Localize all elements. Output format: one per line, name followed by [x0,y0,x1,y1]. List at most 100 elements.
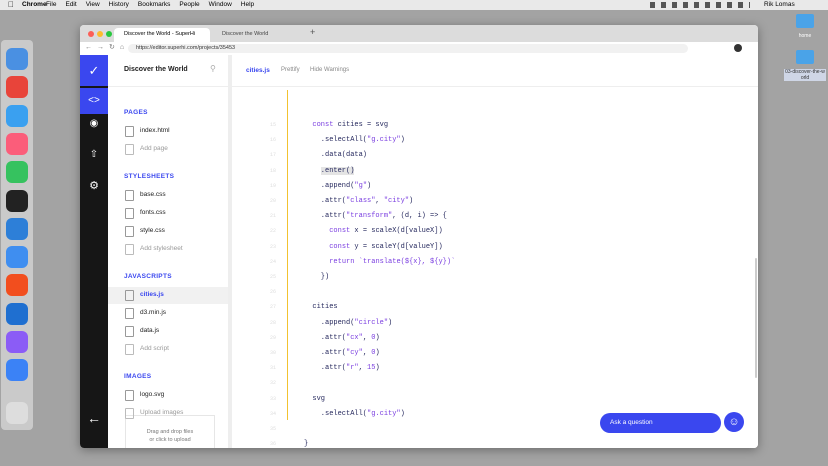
line-number: 25 [270,274,277,280]
ask-button[interactable]: Ask a question [600,413,721,433]
line-number: 27 [270,304,277,311]
line-number: 15 [270,122,277,128]
file-name[interactable]: logo.svg [140,391,165,398]
line-number: 36 [270,441,277,448]
code-tab[interactable]: <> [80,88,108,114]
line-number: 16 [270,137,277,144]
chat-button[interactable]: ☺ [724,412,744,432]
project-title: Discover the World [124,66,188,73]
add-icon [125,408,134,419]
section-title: JAVASCRIPTS [124,273,172,280]
code-line: .append("circle") [304,318,393,327]
file-name[interactable]: data.js [140,327,160,334]
code-line: const cities = svg [312,121,389,129]
gutter-marker [287,90,288,420]
new-tab[interactable]: + [310,27,316,37]
code-line: .attr("class", "city") [304,197,414,205]
editor: cities.js Prettify Hide Warnings Ask a q… [232,55,758,448]
dock-icon[interactable] [6,302,28,325]
menu-item[interactable]: View [85,1,100,8]
line-number: 32 [270,380,277,387]
prettify[interactable]: Prettify [281,67,300,73]
share-tab[interactable]: ⇧ [89,149,99,160]
line-number: 33 [270,395,277,402]
file-name[interactable]: index.html [140,127,170,134]
folder-icon[interactable] [796,14,814,28]
tab[interactable]: Discover the World [222,31,269,37]
dropzone-text: or click to upload [149,437,191,443]
line-number: 17 [270,152,277,159]
line-number: 23 [270,243,277,250]
dock-icon[interactable] [6,217,28,240]
menu-item[interactable]: File [46,1,57,8]
app-menu[interactable]: Chrome [22,1,47,8]
dock-icon[interactable] [6,331,28,353]
status-icons [650,2,750,8]
dock-icon[interactable] [6,48,28,70]
settings-tab[interactable]: ⚙ [89,180,99,192]
code-line: .attr("cy", 0) [304,349,380,357]
file-icon [125,290,134,301]
file-tab[interactable]: cities.js [246,67,270,74]
hide-warnings[interactable]: Hide Warnings [310,67,350,73]
code-line: .attr("transform", (d, i) => { [304,212,447,221]
dock-icon[interactable] [6,402,28,424]
add-action[interactable]: Upload images [140,409,184,416]
dock-icon[interactable] [6,274,28,297]
code-line: svg [304,394,326,403]
line-number: 20 [270,198,277,204]
dock-icon[interactable] [6,246,28,269]
code-line: .selectAll("g.city") [304,409,405,418]
file-name[interactable]: fonts.css [140,209,166,216]
back-button[interactable]: ← [87,410,101,426]
dock-icon[interactable] [6,161,28,184]
add-icon [125,244,134,255]
toolbar: ←→↻⌂ https://editor.superhi.com/projects… [80,42,758,56]
file-icon [125,190,134,201]
dock-icon[interactable] [6,104,28,127]
dropzone[interactable]: Drag and drop files or click to upload [125,415,215,448]
menu-item[interactable]: History [108,1,129,8]
dropzone-text: Drag and drop files [146,429,194,435]
code-line: .enter() [304,166,355,175]
line-number: 35 [270,426,277,432]
folder-icon[interactable] [796,50,814,64]
menubar:  Chrome Rik Lomas File Edit View History Bo… [0,0,828,10]
search-icon[interactable]: ⚲ [210,64,216,73]
menu-item[interactable]: Edit [65,1,77,8]
preview-tab[interactable]: ◉ [89,118,99,129]
code-line: .selectAll("g.city") [304,136,405,145]
dock-icon[interactable] [6,76,28,99]
file-name[interactable]: cities.js [140,291,164,298]
menu-item[interactable]: People [179,1,200,8]
apple-logo:  [8,0,14,10]
dock [1,40,33,430]
file-name[interactable]: style.css [140,227,165,234]
desktop-label: 03-discover-the-world [784,69,826,81]
logo[interactable]: ✓ [80,55,108,86]
add-icon [125,144,134,155]
scrollbar [755,258,757,378]
menu-item[interactable]: Help [240,1,255,8]
code-line: }) [304,273,330,281]
tab[interactable]: Discover the World - SuperHi [114,28,210,42]
dock-icon[interactable] [6,189,28,212]
line-number: 30 [270,350,277,356]
file-name[interactable]: base.css [140,191,166,198]
add-action[interactable]: Add stylesheet [140,245,183,252]
address-bar[interactable]: https://editor.superhi.com/projects/3545… [128,44,688,53]
dock-icon[interactable] [6,359,28,382]
add-action[interactable]: Add page [140,145,168,152]
menu-item[interactable]: Bookmarks [137,1,171,8]
app-nav: ✓ <> ◉ ⇧ ⚙ ← [80,55,108,448]
tab-bar: Discover the World - SuperHi Discover th… [80,25,758,42]
code-line: .append("g") [304,181,372,190]
add-action[interactable]: Add script [140,345,169,352]
dock-icon[interactable] [6,132,28,155]
menu-item[interactable]: Window [208,1,232,8]
file-icon [125,208,134,219]
selected-row [108,287,228,304]
file-name[interactable]: d3.min.js [140,309,167,316]
line-number: 22 [270,228,277,235]
user-name[interactable]: Rik Lomas [764,1,795,8]
